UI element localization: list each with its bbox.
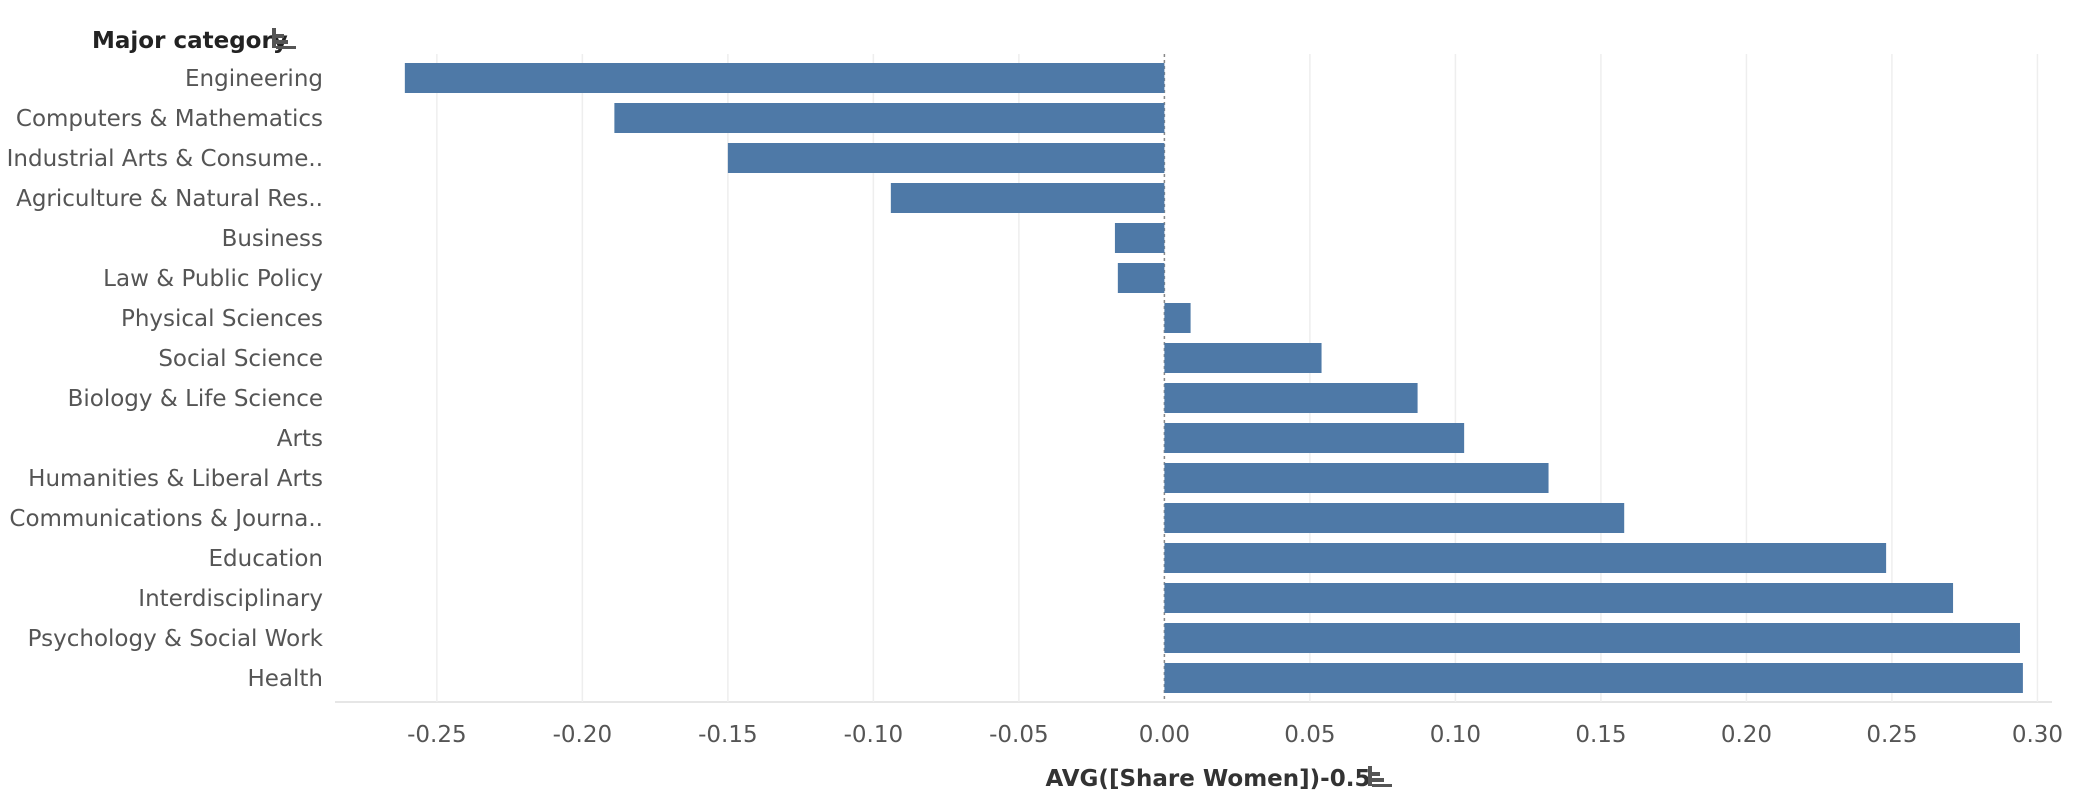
bar[interactable] xyxy=(1164,663,2023,693)
bar[interactable] xyxy=(404,63,1165,93)
bar[interactable] xyxy=(614,103,1165,133)
category-label: Computers & Mathematics xyxy=(16,106,323,132)
bar[interactable] xyxy=(1164,303,1191,333)
category-label: Social Science xyxy=(158,346,323,372)
category-label: Business xyxy=(222,226,323,252)
row-header-sort-icon[interactable] xyxy=(272,28,296,49)
x-tick-label: 0.20 xyxy=(1721,722,1772,748)
category-label: Law & Public Policy xyxy=(103,266,323,292)
x-tick-label: 0.25 xyxy=(1866,722,1917,748)
bars xyxy=(404,63,2023,693)
x-axis-ticks: -0.25 -0.20 -0.15 -0.10 -0.05 0.00 0.05 0.10 0.1… xyxy=(407,722,2063,748)
x-axis-title: AVG([Share Women])-0.5 xyxy=(1046,766,1371,792)
category-label: Humanities & Liberal Arts xyxy=(28,466,323,492)
bar[interactable] xyxy=(1117,263,1165,293)
bar[interactable] xyxy=(1164,623,2020,653)
category-label: Industrial Arts & Consume.. xyxy=(7,146,323,172)
bar[interactable] xyxy=(890,183,1165,213)
bar[interactable] xyxy=(1164,343,1322,373)
category-label: Communications & Journa.. xyxy=(9,506,323,532)
x-tick-label: 0.05 xyxy=(1284,722,1335,748)
category-label: Health xyxy=(247,666,323,692)
x-tick-label: 0.15 xyxy=(1575,722,1626,748)
x-tick-label: -0.20 xyxy=(553,722,613,748)
x-tick-label: -0.25 xyxy=(407,722,467,748)
bar[interactable] xyxy=(1164,423,1465,453)
x-tick-label: 0.30 xyxy=(2012,722,2063,748)
bar[interactable] xyxy=(1164,583,1954,613)
bar[interactable] xyxy=(1164,543,1887,573)
x-tick-label: 0.10 xyxy=(1430,722,1481,748)
category-label: Biology & Life Science xyxy=(68,386,323,412)
x-tick-label: -0.05 xyxy=(989,722,1049,748)
category-label: Arts xyxy=(277,426,323,452)
category-label: Engineering xyxy=(185,66,323,92)
category-label: Interdisciplinary xyxy=(138,586,323,612)
bar[interactable] xyxy=(1164,383,1418,413)
bar[interactable] xyxy=(727,143,1165,173)
category-label: Physical Sciences xyxy=(121,306,323,332)
category-labels: Engineering Computers & Mathematics Indust… xyxy=(7,66,324,692)
x-tick-label: 0.00 xyxy=(1139,722,1190,748)
x-tick-label: -0.10 xyxy=(844,722,904,748)
category-label: Psychology & Social Work xyxy=(28,626,324,652)
category-label: Agriculture & Natural Res.. xyxy=(16,186,323,212)
x-axis-sort-icon[interactable] xyxy=(1368,766,1392,787)
x-tick-label: -0.15 xyxy=(698,722,758,748)
bar[interactable] xyxy=(1114,223,1165,253)
row-header-label: Major category xyxy=(92,28,288,54)
bar[interactable] xyxy=(1164,503,1625,533)
category-label: Education xyxy=(208,546,323,572)
bar[interactable] xyxy=(1164,463,1549,493)
